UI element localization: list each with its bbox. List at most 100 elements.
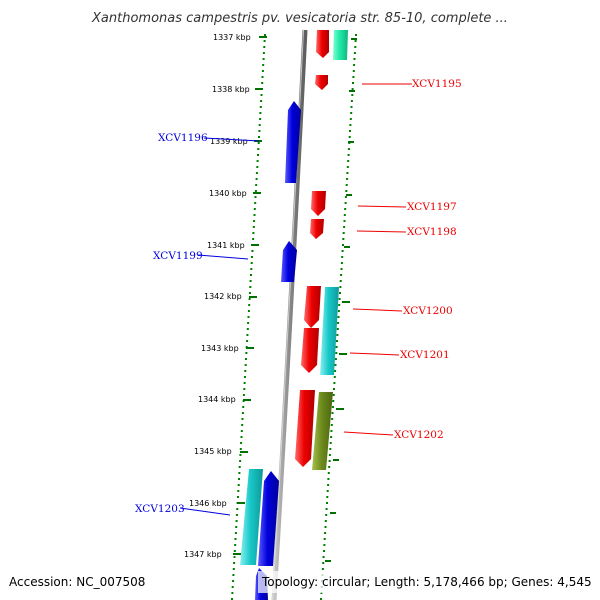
rail-dot [243, 382, 246, 384]
gene-label-xcv1199[interactable]: XCV1199 [153, 250, 203, 262]
gene-label-xcv1195[interactable]: XCV1195 [412, 78, 462, 90]
reverse-gene-arrow[interactable] [258, 471, 279, 566]
rail-dot [262, 64, 265, 66]
gene-label-xcv1198[interactable]: XCV1198 [407, 226, 457, 238]
forward-gene-arrow[interactable] [310, 219, 324, 239]
rail-dot [252, 238, 255, 240]
scale-tick [246, 347, 254, 349]
rail-dot [240, 442, 243, 444]
rail-dot [327, 478, 330, 480]
scale-tick [233, 553, 241, 555]
scale-tick-label: 1339 kbp [210, 137, 248, 146]
rail-dot [321, 568, 324, 570]
rail-dot [231, 598, 233, 600]
rail-dot [232, 580, 235, 582]
gene-label-xcv1202[interactable]: XCV1202 [394, 429, 444, 441]
gene-label-xcv1200[interactable]: XCV1200 [403, 305, 453, 317]
olive-feature-block[interactable] [312, 392, 333, 470]
rail-dot [232, 574, 235, 576]
rail-dot [332, 400, 335, 402]
rail-dot [330, 436, 333, 438]
rail-dot [262, 58, 265, 60]
rail-dot [243, 388, 246, 390]
rail-dot [242, 394, 245, 396]
rail-dot [353, 52, 356, 54]
rail-dot [255, 178, 258, 180]
reverse-gene-arrow[interactable] [281, 241, 297, 282]
rail-dot [259, 118, 262, 120]
rail-dot [260, 94, 263, 96]
gene-label-xcv1196[interactable]: XCV1196 [158, 132, 208, 144]
rail-dot [347, 160, 350, 162]
rail-dot [354, 46, 357, 48]
rail-dot [261, 76, 264, 78]
rail-dot [249, 286, 252, 288]
misc-feature-block[interactable] [333, 30, 348, 60]
rail-dot [354, 40, 357, 42]
gene-label-xcv1201[interactable]: XCV1201 [400, 349, 450, 361]
rail-dot [330, 424, 333, 426]
rail-dot [337, 316, 340, 318]
footer-topology: Topology: circular; Length: 5,178,466 bp… [261, 575, 592, 589]
scale-ticks: 1337 kbp 1338 kbp 1339 kbp 1340 kbp 1341… [184, 33, 267, 559]
forward-gene-arrow[interactable] [301, 328, 319, 373]
cyan-feature-block[interactable] [240, 469, 263, 565]
rail-dot [252, 232, 255, 234]
rail-dot [342, 232, 345, 234]
rail-dot [344, 202, 347, 204]
rail-dot [329, 442, 332, 444]
rail-dot [353, 58, 356, 60]
rail-dot [334, 370, 337, 372]
rail-dot [334, 358, 337, 360]
rail-dot [327, 472, 330, 474]
scale-tick-label: 1341 kbp [207, 241, 245, 250]
rail-dot [340, 268, 343, 270]
rail-dot [349, 124, 352, 126]
rail-dot [342, 238, 345, 240]
rail-dot [342, 244, 344, 246]
genome-backbone [271, 29, 308, 600]
rail-dot [251, 250, 254, 252]
forward-gene-arrow[interactable] [315, 75, 328, 90]
rail-dot [253, 220, 256, 222]
rail-dot [236, 508, 239, 510]
rail-dot [233, 556, 236, 558]
rail-dot [247, 310, 250, 312]
rail-dot [255, 184, 258, 186]
rail-dot [264, 34, 266, 36]
rail-dot [349, 130, 351, 132]
rail-dot [250, 268, 253, 270]
rail-dot [231, 592, 234, 594]
rail-dot [256, 160, 259, 162]
rail-dot [237, 496, 239, 498]
rail-dot [320, 598, 322, 600]
gene-label-xcv1197[interactable]: XCV1197 [407, 201, 457, 213]
rail-dot [248, 304, 251, 306]
rail-dot [350, 106, 353, 108]
forward-gene-arrow[interactable] [316, 30, 329, 58]
gene-label-xcv1203[interactable]: XCV1203 [135, 503, 185, 515]
rail-dot [332, 394, 335, 396]
rail-dot [346, 178, 349, 180]
scale-tick-label: 1340 kbp [209, 189, 247, 198]
rail-dot [340, 274, 343, 276]
rail-dot [344, 208, 347, 210]
cyan-feature-block[interactable] [320, 287, 339, 375]
forward-gene-arrow[interactable] [311, 191, 326, 216]
scale-tick-label: 1342 kbp [204, 292, 242, 301]
rail-dot [323, 550, 325, 552]
forward-gene-arrow[interactable] [295, 390, 315, 467]
scale-tick-label: 1338 kbp [212, 85, 250, 94]
rail-dot [325, 514, 328, 516]
rail-dot [339, 292, 341, 294]
rail-dot [322, 556, 325, 558]
reverse-gene-arrow[interactable] [285, 101, 301, 183]
rail-dot [263, 46, 266, 48]
rail-dot [242, 406, 245, 408]
rail-dot [241, 412, 244, 414]
rail-dot [234, 532, 237, 534]
rail-dot [249, 280, 252, 282]
rail-dot [250, 262, 253, 264]
forward-gene-arrow[interactable] [304, 286, 321, 328]
rail-dot [336, 340, 338, 342]
